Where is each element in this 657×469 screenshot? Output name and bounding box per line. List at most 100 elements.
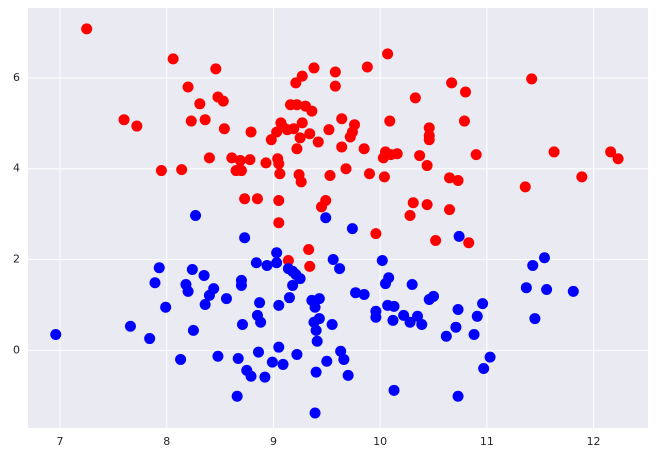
point [363, 168, 375, 180]
y-tick-label: 6 [13, 71, 20, 84]
point [321, 355, 333, 367]
point [304, 128, 316, 140]
point [260, 157, 272, 169]
point [208, 283, 220, 295]
point [612, 153, 624, 165]
point [239, 193, 251, 205]
point [155, 165, 167, 177]
point [271, 257, 283, 269]
point [527, 259, 539, 271]
point [252, 346, 264, 358]
point [336, 113, 348, 125]
point [327, 254, 339, 266]
point [452, 175, 464, 187]
point [245, 126, 257, 138]
point [370, 311, 382, 323]
point [471, 310, 483, 322]
point [458, 115, 470, 127]
point [294, 132, 306, 144]
point [329, 80, 341, 92]
point [311, 335, 323, 347]
point [149, 277, 161, 289]
point [273, 217, 285, 229]
point [421, 160, 433, 172]
point [460, 86, 472, 98]
point [291, 348, 303, 360]
point [416, 318, 428, 330]
point [423, 122, 435, 134]
point [194, 98, 206, 110]
point [291, 99, 303, 111]
point [520, 282, 532, 294]
point [388, 300, 400, 312]
point [484, 351, 496, 363]
point [336, 141, 348, 153]
point [388, 384, 400, 396]
point [346, 223, 358, 235]
point [313, 313, 325, 325]
y-tick-label: 4 [13, 162, 20, 175]
point [391, 148, 403, 160]
point [428, 290, 440, 302]
point [190, 210, 202, 222]
point [259, 371, 271, 383]
point [239, 232, 251, 244]
point [340, 163, 352, 175]
point [273, 299, 285, 311]
point [446, 77, 458, 89]
point [440, 330, 452, 342]
point [176, 164, 188, 176]
x-tick-label: 10 [373, 435, 387, 448]
point [383, 272, 395, 284]
point [218, 123, 230, 135]
point [265, 134, 277, 146]
point [304, 260, 316, 272]
x-tick-label: 11 [480, 435, 494, 448]
point [308, 62, 320, 74]
point [320, 195, 332, 207]
point [288, 123, 300, 135]
point [349, 119, 361, 131]
point [175, 353, 187, 365]
point [294, 273, 306, 285]
point [576, 171, 588, 183]
point [453, 230, 465, 242]
point [529, 313, 541, 325]
point [234, 155, 246, 167]
point [519, 181, 531, 193]
point [287, 279, 299, 291]
point [326, 318, 338, 330]
point [387, 314, 399, 326]
point [220, 293, 232, 305]
point [244, 154, 256, 166]
point [541, 284, 553, 296]
point [232, 353, 244, 365]
point [203, 152, 215, 164]
point [361, 61, 373, 73]
point [423, 134, 435, 146]
point [538, 252, 550, 264]
point [310, 366, 322, 378]
point [384, 115, 396, 127]
point [412, 310, 424, 322]
point [187, 324, 199, 336]
point [295, 176, 307, 188]
point [266, 356, 278, 368]
point [306, 105, 318, 117]
point [338, 353, 350, 365]
point [261, 259, 273, 271]
point [404, 316, 416, 328]
point [309, 407, 321, 419]
point [199, 298, 211, 310]
point [470, 149, 482, 161]
point [271, 247, 283, 259]
point [160, 301, 172, 313]
point [212, 350, 224, 362]
point [567, 285, 579, 297]
point [251, 193, 263, 205]
point [131, 120, 143, 132]
point [350, 287, 362, 299]
x-tick-label: 7 [57, 435, 64, 448]
point [273, 341, 285, 353]
